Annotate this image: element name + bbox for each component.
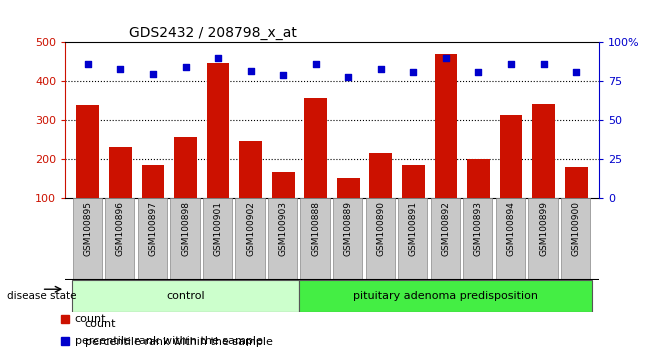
Point [441,55,451,61]
Point [538,62,549,67]
Bar [533,104,555,237]
Text: pituitary adenoma predisposition: pituitary adenoma predisposition [353,291,538,301]
FancyBboxPatch shape [333,198,363,280]
Text: GSM100899: GSM100899 [539,201,548,256]
Bar [500,115,522,237]
Point [343,74,353,80]
Point [180,64,191,70]
Point [571,69,581,75]
Bar [142,165,165,237]
Bar [337,178,359,237]
Text: GSM100895: GSM100895 [83,201,92,256]
Point [311,62,321,67]
FancyBboxPatch shape [561,198,590,280]
Bar [305,98,327,237]
Bar [435,54,458,237]
Bar [370,153,393,237]
FancyBboxPatch shape [529,198,558,280]
FancyBboxPatch shape [236,198,265,280]
Text: GSM100900: GSM100900 [572,201,581,256]
Text: GSM100893: GSM100893 [474,201,483,256]
Bar [240,141,262,237]
Point [278,72,288,78]
Bar [565,167,588,237]
Text: count: count [75,314,106,324]
Text: GSM100896: GSM100896 [116,201,125,256]
Text: GSM100891: GSM100891 [409,201,418,256]
FancyBboxPatch shape [203,198,232,280]
Text: GSM100901: GSM100901 [214,201,223,256]
Text: percentile rank within the sample: percentile rank within the sample [85,337,273,347]
Text: percentile rank within the sample: percentile rank within the sample [75,336,263,346]
Bar [77,105,100,237]
Point [473,69,484,75]
FancyBboxPatch shape [105,198,135,280]
Text: disease state: disease state [7,291,76,301]
Text: GDS2432 / 208798_x_at: GDS2432 / 208798_x_at [129,26,297,40]
Text: count: count [85,319,116,329]
Point [115,66,126,72]
Text: GSM100890: GSM100890 [376,201,385,256]
FancyBboxPatch shape [366,198,395,280]
Point [83,62,93,67]
Text: GSM100903: GSM100903 [279,201,288,256]
Point [376,66,386,72]
Bar [272,172,295,237]
FancyBboxPatch shape [398,198,428,280]
FancyBboxPatch shape [464,198,493,280]
Point [245,68,256,73]
Bar [207,63,230,237]
Text: GSM100894: GSM100894 [506,201,516,256]
Bar [174,137,197,237]
FancyBboxPatch shape [301,198,330,280]
Point [506,62,516,67]
FancyBboxPatch shape [171,198,200,280]
Text: GSM100888: GSM100888 [311,201,320,256]
Text: GSM100889: GSM100889 [344,201,353,256]
Text: GSM100898: GSM100898 [181,201,190,256]
Text: GSM100897: GSM100897 [148,201,158,256]
Point [148,71,158,76]
FancyBboxPatch shape [268,198,297,280]
Bar [109,147,132,237]
FancyBboxPatch shape [138,198,167,280]
FancyBboxPatch shape [73,198,102,280]
FancyBboxPatch shape [431,198,460,280]
Bar [467,159,490,237]
FancyBboxPatch shape [299,280,592,312]
FancyBboxPatch shape [72,280,299,312]
Point [213,55,223,61]
Text: GSM100892: GSM100892 [441,201,450,256]
Text: control: control [166,291,205,301]
Bar [402,165,425,237]
FancyBboxPatch shape [496,198,525,280]
Text: GSM100902: GSM100902 [246,201,255,256]
Point [408,69,419,75]
